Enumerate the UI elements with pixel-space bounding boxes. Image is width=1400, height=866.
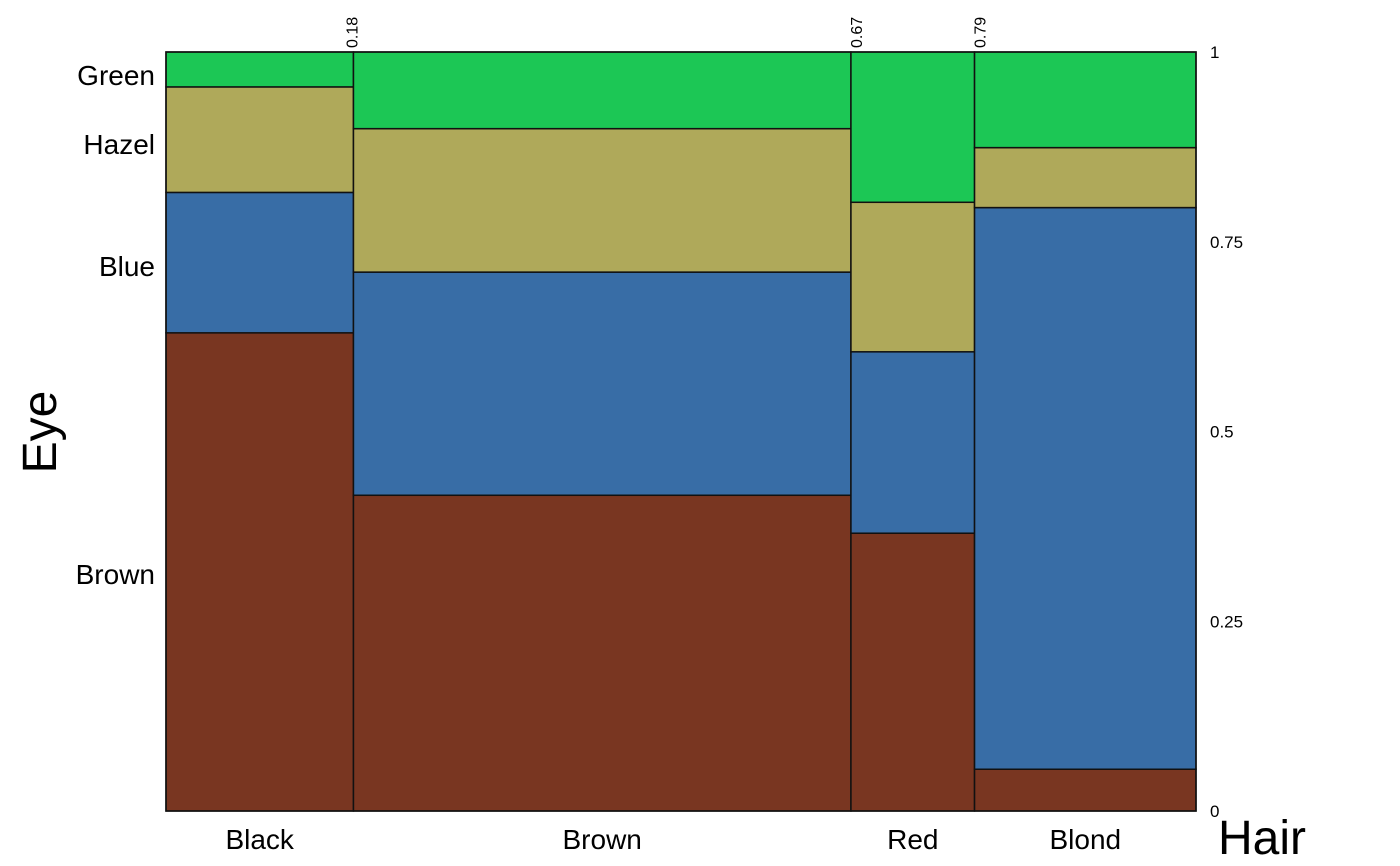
tile-brown-brown bbox=[352, 494, 852, 812]
hair-category-labels: Black Brown Red Blond bbox=[225, 824, 1121, 855]
hair-category-label: Brown bbox=[563, 824, 642, 855]
mosaic-tiles bbox=[165, 51, 1197, 812]
right-tick-label: 1 bbox=[1210, 43, 1219, 62]
right-tick-label: 0 bbox=[1210, 802, 1219, 821]
tile-blond-brown bbox=[973, 768, 1197, 812]
plot-frame bbox=[165, 51, 1197, 812]
right-tick-label: 0.25 bbox=[1210, 612, 1243, 631]
tile-brown-blue bbox=[352, 271, 852, 497]
hair-category-label: Black bbox=[225, 824, 294, 855]
tile-red-green bbox=[850, 51, 976, 204]
tile-blond-green bbox=[973, 51, 1197, 149]
hair-category-label: Red bbox=[887, 824, 938, 855]
tile-blond-hazel bbox=[973, 146, 1197, 209]
tile-black-green bbox=[165, 51, 355, 88]
tile-brown-hazel bbox=[352, 127, 852, 273]
top-tick-label: 0.67 bbox=[849, 17, 866, 48]
tile-red-brown bbox=[850, 532, 976, 812]
tile-black-brown bbox=[165, 332, 355, 812]
eye-category-label: Blue bbox=[99, 251, 155, 282]
y-axis-label: Eye bbox=[14, 391, 67, 474]
right-axis-tick-labels: 0 0.25 0.5 0.75 1 bbox=[1210, 43, 1243, 821]
tile-red-hazel bbox=[850, 201, 976, 353]
right-tick-label: 0.75 bbox=[1210, 233, 1243, 252]
eye-category-label: Hazel bbox=[83, 129, 155, 160]
eye-category-labels: Brown Blue Hazel Green bbox=[76, 60, 155, 590]
x-axis-label: Hair bbox=[1218, 812, 1306, 865]
eye-category-label: Brown bbox=[76, 559, 155, 590]
tile-brown-green bbox=[352, 51, 852, 130]
tile-black-blue bbox=[165, 191, 355, 334]
tile-black-hazel bbox=[165, 86, 355, 194]
top-tick-label: 0.18 bbox=[344, 17, 361, 48]
tile-red-blue bbox=[850, 351, 976, 534]
eye-category-label: Green bbox=[77, 60, 155, 91]
tile-blond-blue bbox=[973, 206, 1197, 770]
top-tick-label: 0.79 bbox=[973, 17, 990, 48]
top-tick-labels: 0.18 0.67 0.79 bbox=[344, 17, 989, 48]
hair-category-label: Blond bbox=[1049, 824, 1121, 855]
right-tick-label: 0.5 bbox=[1210, 423, 1234, 442]
